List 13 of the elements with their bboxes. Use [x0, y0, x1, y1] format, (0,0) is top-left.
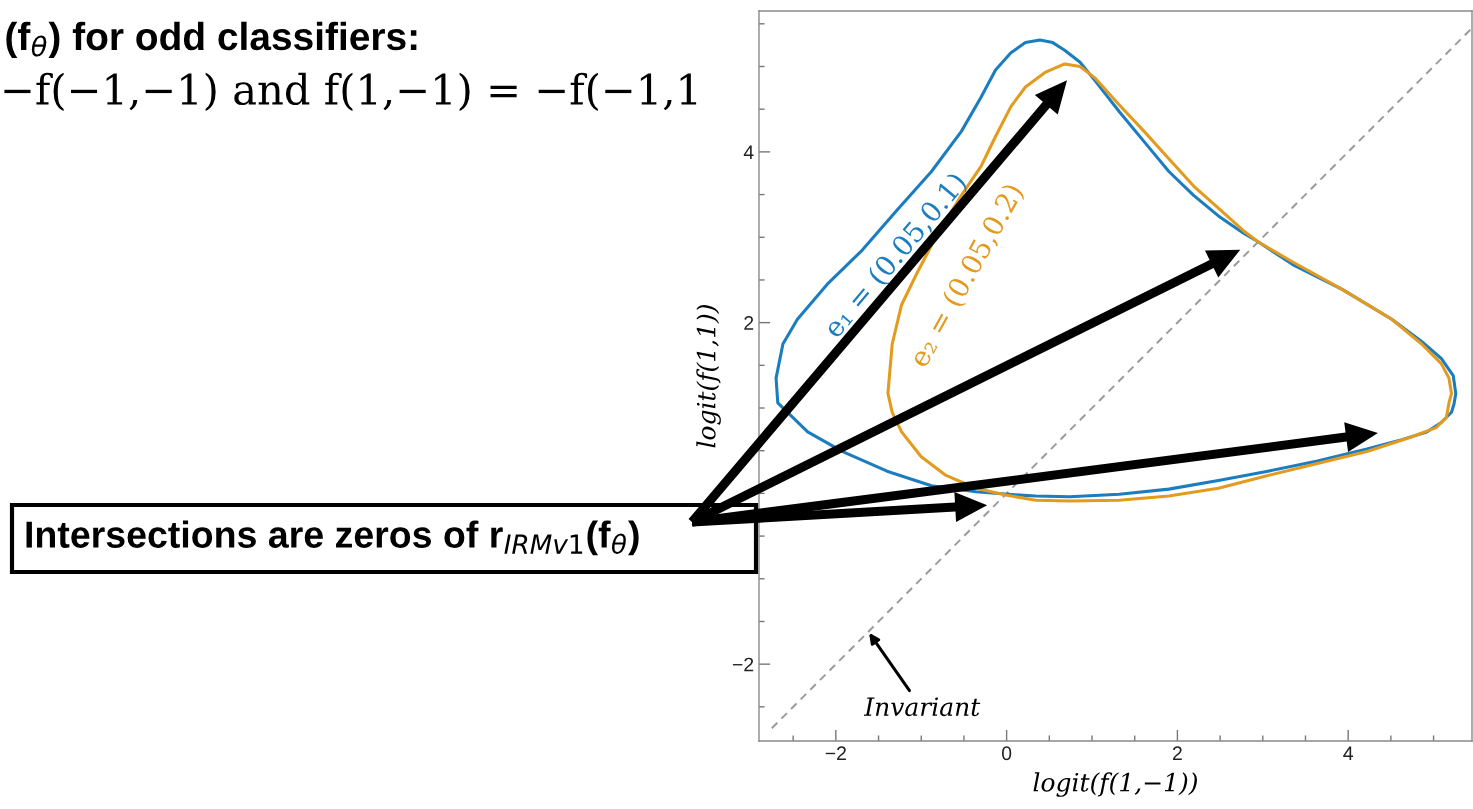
x-axis-title: logit(f(1,−1))	[1033, 772, 1197, 797]
x-tick-label: 4	[1343, 746, 1354, 760]
x-tick-label: 2	[1172, 746, 1182, 760]
x-tick-label: −2	[825, 746, 846, 760]
text: −f(−1,−1) and f(1,−1) = −f(−1,1	[4, 72, 697, 111]
y-tick-label: 4	[743, 145, 754, 159]
text: Intersections are zeros of r$_{IRMv1}$(f$_{θ}$)	[26, 520, 639, 556]
annotation: Invariant	[863, 697, 981, 717]
y-tick-label: −2	[732, 657, 754, 672]
y-axis-title: logit(f(1,1))	[696, 305, 721, 448]
y-tick-label: 2	[744, 316, 754, 330]
x-tick-label: 0	[1001, 746, 1012, 761]
text: (f$_{θ}$) for odd classifiers:	[6, 21, 417, 58]
